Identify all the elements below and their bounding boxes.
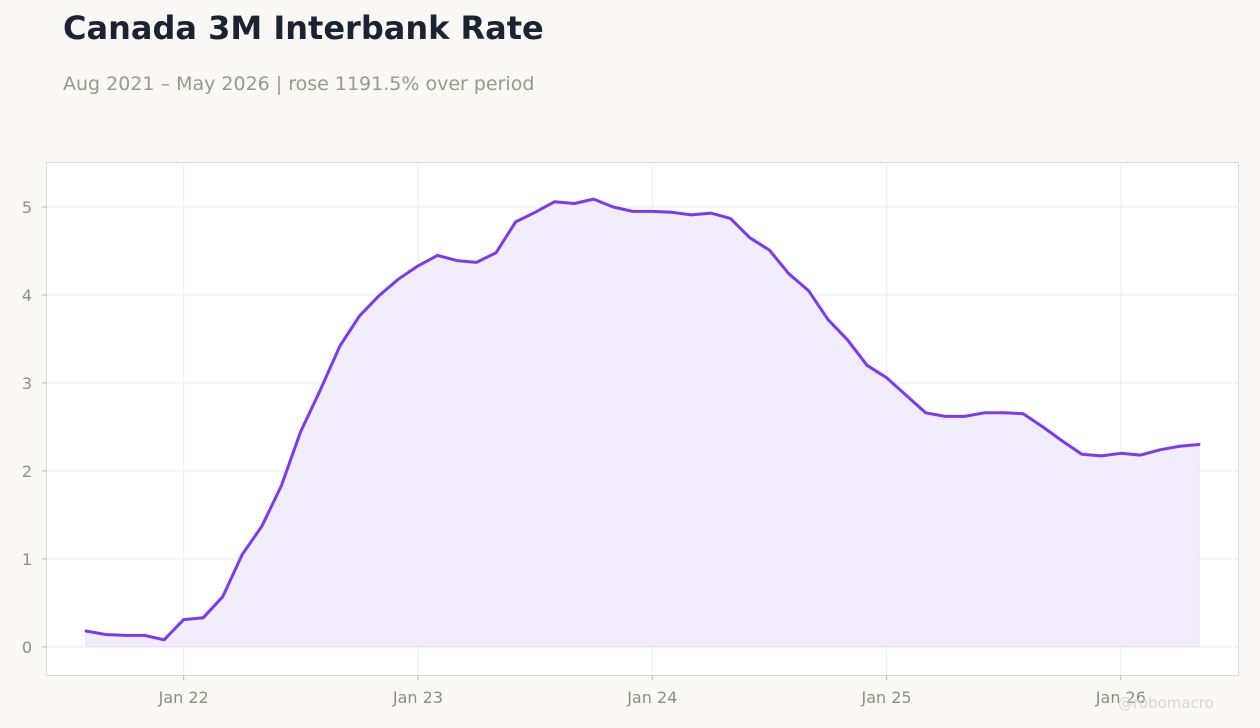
y-tick-label: 1 [22, 550, 32, 569]
chart-subtitle: Aug 2021 – May 2026 | rose 1191.5% over … [63, 73, 535, 95]
x-tick-label: Jan 25 [861, 688, 912, 707]
chart-title: Canada 3M Interbank Rate [63, 9, 544, 47]
y-tick-label: 4 [22, 286, 32, 305]
y-tick-label: 3 [22, 374, 32, 393]
y-axis-tick-labels: 0 1 2 3 4 5 [22, 198, 32, 657]
watermark: @robomacro [1118, 694, 1214, 712]
x-tick-label: Jan 22 [158, 688, 209, 707]
x-axis-tick-labels: Jan 22 Jan 23 Jan 24 Jan 25 Jan 26 [158, 688, 1146, 707]
x-tick-label: Jan 26 [1095, 688, 1146, 707]
series-line [84, 197, 1201, 642]
y-tick-label: 5 [22, 198, 32, 217]
y-tick-label: 2 [22, 462, 32, 481]
y-tick-label: 0 [22, 638, 32, 657]
x-tick-label: Jan 24 [626, 688, 677, 707]
x-tick-label: Jan 23 [392, 688, 443, 707]
